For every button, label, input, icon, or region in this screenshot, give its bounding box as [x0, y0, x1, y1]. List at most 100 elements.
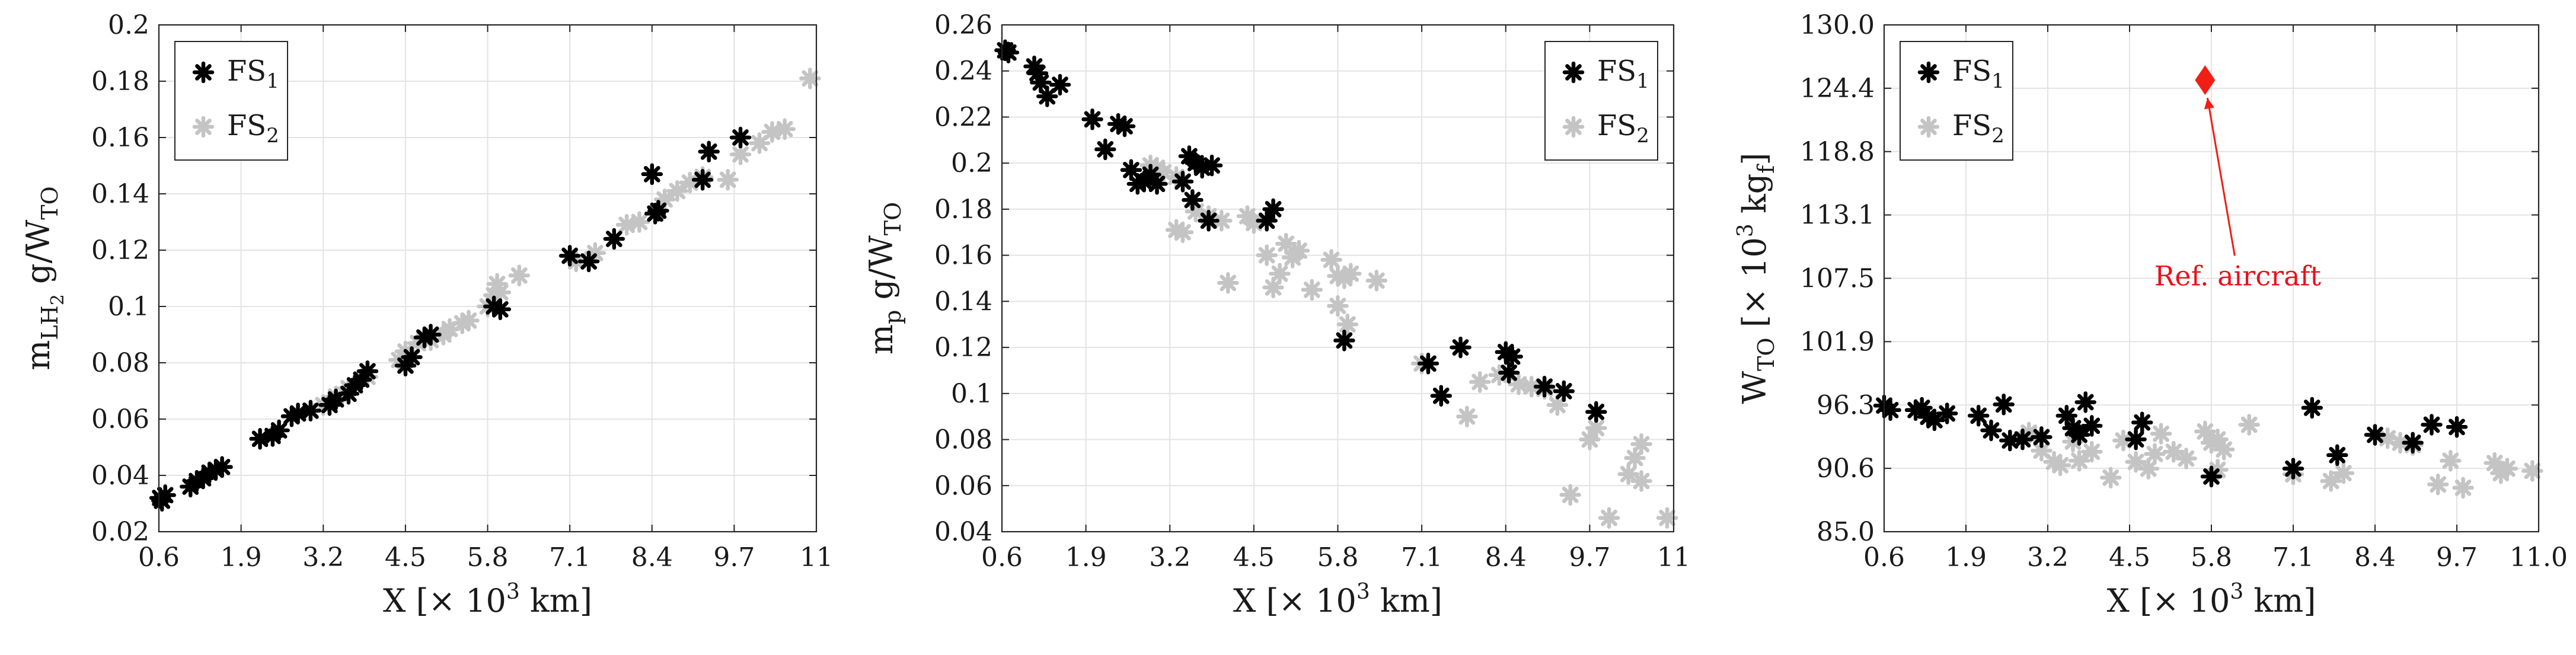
data-point-fs2: [2137, 458, 2160, 480]
data-point-fs2: [1630, 470, 1652, 492]
data-point-fs1: [1430, 385, 1453, 407]
data-point-fs2: [1301, 279, 1323, 301]
x-tick-label: 4.5: [2109, 542, 2150, 573]
data-point-fs2: [2332, 462, 2355, 484]
data-point-fs1: [997, 41, 1020, 63]
data-point-fs1: [2200, 465, 2223, 488]
data-point-fs1: [603, 228, 625, 250]
data-point-fs1: [1182, 189, 1204, 211]
data-point-fs2: [729, 143, 752, 165]
legend-label-fs1: FS1: [1597, 55, 1649, 93]
legend-asterisk-icon: [1562, 61, 1585, 84]
data-point-fs1: [1501, 346, 1523, 368]
legend-asterisk-icon: [1917, 61, 1940, 84]
y-axis-label: mp g/WTO: [863, 202, 906, 354]
reference-aircraft-diamond-icon: [2195, 65, 2216, 95]
y-tick-label: 0.16: [934, 241, 992, 271]
data-point-fs1: [558, 245, 581, 267]
legend-label-fs1: FS1: [1952, 55, 2004, 93]
data-point-fs1: [2125, 428, 2147, 450]
data-point-fs2: [2099, 467, 2122, 489]
data-point-fs1: [1172, 171, 1194, 193]
data-point-fs2: [2427, 473, 2449, 496]
legend-asterisk-icon: [1917, 116, 1940, 138]
y-tick-label: 0.14: [934, 286, 992, 317]
series-fs2: [1139, 154, 1678, 529]
x-tick-label: 3.2: [2027, 542, 2069, 573]
data-point-fs1: [1936, 402, 1958, 424]
y-tick-label: 0.12: [934, 333, 992, 363]
data-point-fs2: [1336, 313, 1359, 336]
y-tick-label: 0.2: [951, 148, 992, 178]
data-point-fs1: [2074, 391, 2096, 413]
legend-asterisk-icon: [192, 61, 215, 84]
y-tick-label: 96.3: [1817, 390, 1875, 420]
data-point-fs2: [1456, 405, 1478, 427]
legend-box: [174, 41, 288, 161]
data-point-fs1: [641, 163, 663, 186]
series-fs1: [149, 126, 752, 512]
data-point-fs2: [615, 214, 638, 236]
y-tick-label: 0.1: [108, 292, 149, 322]
data-point-fs1: [2446, 416, 2468, 438]
data-point-fs2: [508, 264, 531, 287]
x-tick-label: 1.9: [1065, 542, 1107, 573]
legend-box: [1900, 41, 2013, 161]
data-point-fs2: [2452, 477, 2474, 499]
data-point-fs1: [1198, 210, 1220, 232]
x-tick-label: 0.6: [981, 542, 1023, 573]
data-point-fs1: [698, 140, 720, 163]
data-point-fs2: [2389, 432, 2411, 454]
x-tick-label: 8.4: [1485, 542, 1527, 573]
data-point-fs2: [628, 211, 650, 233]
data-point-fs2: [1559, 484, 1581, 506]
panel-1: 0.6 1.9 3.2 4.5 5.8 7.1 8.4 9.7 11 0.02 0.04 0.06 0.…: [20, 10, 833, 619]
data-point-fs1: [1113, 115, 1136, 138]
y-tick-label: 118.8: [1800, 137, 1875, 167]
x-tick-label: 7.1: [549, 542, 590, 573]
data-point-fs2: [1320, 249, 1342, 271]
data-point-fs2: [2440, 450, 2462, 472]
data-point-fs1: [249, 428, 271, 450]
y-tick-label: 0.06: [91, 404, 149, 434]
x-tick-label: 3.2: [1149, 542, 1190, 573]
y-tick-label: 0.04: [91, 461, 149, 491]
x-tick-label: 5.8: [1317, 542, 1359, 573]
data-point-fs2: [2496, 458, 2518, 480]
data-point-fs1: [1036, 85, 1058, 107]
data-point-fs2: [717, 169, 739, 191]
data-point-fs2: [2068, 450, 2090, 472]
data-point-fs1: [1967, 405, 1990, 427]
data-point-fs2: [774, 118, 796, 140]
data-point-fs1: [2031, 426, 2052, 448]
data-point-fs1: [577, 250, 600, 273]
data-point-fs2: [2320, 470, 2342, 492]
y-tick-label: 0.06: [934, 471, 992, 501]
data-point-fs1: [1450, 336, 1471, 359]
data-point-fs1: [2068, 424, 2090, 446]
y-tick-label: 0.1: [951, 379, 992, 409]
x-tick-label: 7.1: [1401, 542, 1442, 573]
data-point-fs1: [1553, 380, 1575, 402]
legend-label-fs2: FS2: [227, 109, 279, 148]
data-point-fs2: [458, 309, 480, 332]
data-point-fs2: [1630, 433, 1652, 455]
data-point-fs1: [2364, 424, 2386, 446]
x-axis-label: X [× 103 km]: [383, 580, 592, 619]
y-tick-label: 113.1: [1800, 200, 1875, 231]
legend-label-fs2: FS2: [1952, 109, 2004, 148]
legend-box: [1544, 41, 1658, 161]
data-point-fs1: [1094, 138, 1116, 161]
arrow-head-icon: [2204, 98, 2215, 110]
data-point-fs1: [1146, 172, 1168, 195]
data-point-fs1: [1201, 154, 1223, 177]
y-tick-label: 0.2: [108, 10, 149, 40]
data-point-fs1: [1585, 401, 1607, 423]
data-point-fs1: [2402, 432, 2424, 454]
data-point-fs1: [1107, 113, 1129, 135]
data-point-fs1: [1262, 198, 1284, 221]
data-point-fs2: [2175, 448, 2197, 469]
